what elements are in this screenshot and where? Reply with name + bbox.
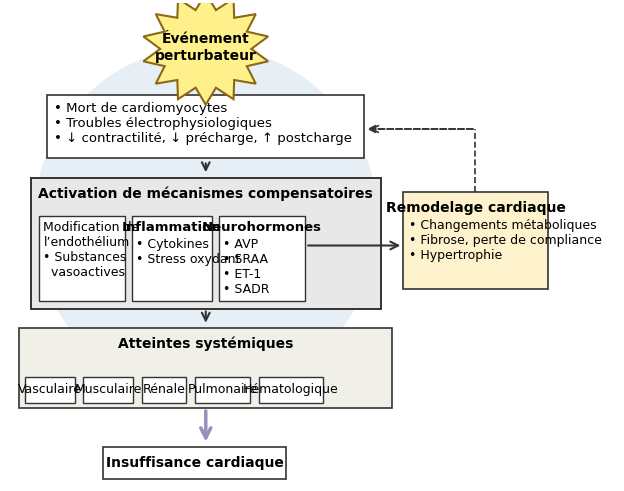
FancyBboxPatch shape [19, 328, 392, 408]
Text: Vasculaire: Vasculaire [18, 383, 82, 396]
FancyBboxPatch shape [142, 377, 187, 403]
Text: Hématologique: Hématologique [243, 383, 338, 396]
FancyBboxPatch shape [132, 217, 212, 301]
FancyBboxPatch shape [39, 217, 125, 301]
FancyBboxPatch shape [258, 377, 323, 403]
Text: • Mort de cardiomyocytes
• Troubles électrophysiologiques
• ↓ contractilité, ↓ p: • Mort de cardiomyocytes • Troubles élec… [54, 102, 352, 145]
Text: Événement
perturbateur: Événement perturbateur [155, 32, 256, 62]
Text: Pulmonaire: Pulmonaire [187, 383, 258, 396]
Polygon shape [144, 0, 268, 105]
Text: Inflammation: Inflammation [122, 221, 222, 234]
Text: Activation de mécanismes compensatoires: Activation de mécanismes compensatoires [39, 186, 373, 201]
FancyBboxPatch shape [103, 447, 286, 479]
Text: • AVP
• SRAA
• ET-1
• SADR: • AVP • SRAA • ET-1 • SADR [223, 238, 270, 296]
FancyBboxPatch shape [84, 377, 134, 403]
Text: Atteintes systémiques: Atteintes systémiques [118, 337, 293, 351]
FancyBboxPatch shape [403, 192, 548, 289]
FancyBboxPatch shape [31, 178, 381, 309]
Text: Modification de
l’endothélium
• Substances
  vasoactives: Modification de l’endothélium • Substanc… [44, 221, 140, 279]
Text: • Changements métaboliques
• Fibrose, perte de compliance
• Hypertrophie: • Changements métaboliques • Fibrose, pe… [409, 219, 602, 262]
FancyBboxPatch shape [195, 377, 250, 403]
Text: Musculaire: Musculaire [75, 383, 142, 396]
FancyBboxPatch shape [47, 95, 364, 158]
Text: Neurohormones: Neurohormones [202, 221, 321, 234]
Text: • Cytokines
• Stress oxydant: • Cytokines • Stress oxydant [136, 238, 241, 266]
FancyBboxPatch shape [25, 377, 75, 403]
Ellipse shape [33, 47, 378, 396]
Text: Insuffisance cardiaque: Insuffisance cardiaque [105, 456, 283, 470]
FancyBboxPatch shape [218, 217, 305, 301]
Text: Remodelage cardiaque: Remodelage cardiaque [386, 201, 565, 215]
Text: Rénale: Rénale [143, 383, 185, 396]
